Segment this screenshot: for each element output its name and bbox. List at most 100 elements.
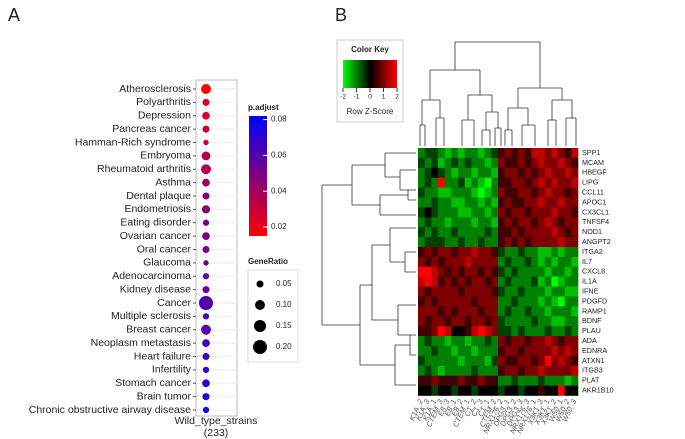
row-label: TNFSF4 — [582, 217, 609, 226]
panel-label: A — [8, 5, 20, 25]
heatmap-cell — [431, 247, 439, 258]
heatmap-cell — [571, 177, 579, 188]
heatmap-cell — [524, 256, 532, 268]
heatmap-cell — [564, 237, 572, 248]
heatmap-cell — [551, 256, 559, 268]
heatmap-cell — [444, 276, 452, 287]
heatmap-cell — [531, 375, 539, 386]
y-tick-label: Embryoma — [140, 150, 191, 162]
heatmap-cell — [511, 296, 519, 307]
heatmap-cell — [484, 227, 492, 238]
heatmap-cell — [564, 375, 572, 386]
heatmap-cell — [478, 375, 485, 386]
heatmap-cell — [444, 326, 452, 337]
y-tick-label: Depression — [138, 110, 191, 122]
heatmap-cell — [504, 316, 512, 327]
heatmap-cell — [418, 375, 425, 386]
heatmap-cell — [471, 237, 479, 248]
heatmap-cell — [444, 346, 452, 357]
heatmap-cell — [431, 385, 439, 396]
heatmap-cell — [558, 375, 565, 386]
heatmap-cell — [424, 157, 432, 169]
heatmap-cell — [571, 355, 579, 367]
heatmap-cell — [511, 157, 519, 169]
heatmap-cell — [471, 167, 479, 178]
heatmap-cell — [478, 217, 485, 228]
heatmap-cell — [451, 365, 459, 376]
dot — [202, 246, 210, 253]
heatmap-cell — [431, 148, 439, 159]
heatmap-cell — [444, 306, 452, 317]
heatmap-cell — [418, 385, 425, 396]
heatmap-cell — [558, 157, 565, 169]
heatmap-cell — [504, 148, 512, 159]
heatmap-cell — [511, 385, 519, 396]
y-tick-label: Polyarthritis — [136, 96, 191, 108]
heatmap-cell — [444, 266, 452, 277]
heatmap-cell — [551, 266, 559, 277]
heatmap-cell — [491, 247, 499, 258]
heatmap-cell — [524, 326, 532, 337]
heatmap-cell — [458, 326, 465, 337]
heatmap-cell — [484, 336, 492, 347]
heatmap-cell — [478, 177, 485, 188]
heatmap-cell — [438, 167, 445, 178]
heatmap-cell — [418, 148, 425, 159]
heatmap-cell — [464, 296, 472, 307]
heatmap-cell — [571, 167, 579, 178]
heatmap-cell — [491, 266, 499, 277]
y-tick-label: Glaucoma — [143, 257, 191, 269]
heatmap-cell — [511, 326, 519, 337]
heatmap-cell — [504, 336, 512, 347]
colorbar-tick-label: 0.02 — [271, 222, 287, 231]
heatmap-cell — [444, 385, 452, 396]
heatmap-cell — [418, 355, 425, 367]
heatmap-cell — [524, 157, 532, 169]
heatmap-cell — [544, 227, 552, 238]
heatmap-cell — [424, 365, 432, 376]
heatmap-cell — [564, 266, 572, 277]
heatmap-cell — [524, 286, 532, 297]
heatmap-cell — [551, 326, 559, 337]
heatmap-cell — [431, 296, 439, 307]
heatmap-cell — [471, 266, 479, 277]
heatmap-cell — [551, 247, 559, 258]
heatmap-cell — [524, 276, 532, 287]
heatmap-cell — [484, 316, 492, 327]
heatmap-cell — [511, 197, 519, 208]
heatmap-cell — [431, 237, 439, 248]
row-label: ATXN1 — [582, 356, 605, 365]
x-tick-label: Wild_type_strains — [175, 415, 258, 427]
y-tick-label: Adenocarcinoma — [112, 270, 191, 282]
heatmap-cell — [464, 385, 472, 396]
heatmap-cell — [424, 256, 432, 268]
heatmap-cell — [564, 276, 572, 287]
dot — [202, 286, 210, 294]
heatmap-cell — [438, 247, 445, 258]
heatmap-cell — [418, 217, 425, 228]
heatmap-cell — [451, 177, 459, 188]
heatmap-cell — [544, 157, 552, 169]
heatmap-cell — [491, 256, 499, 268]
heatmap-cell — [571, 187, 579, 198]
heatmap-cell — [478, 365, 485, 376]
dot — [201, 205, 211, 214]
heatmap-cell — [491, 207, 499, 218]
size-legend-dot — [255, 300, 265, 310]
color-key-tick-label: -2 — [340, 94, 346, 101]
heatmap-cell — [544, 187, 552, 198]
heatmap-cell — [558, 148, 565, 159]
row-label: EDNRA — [582, 346, 607, 355]
row-label: ANGPT2 — [582, 237, 611, 246]
heatmap-cell — [538, 326, 545, 337]
heatmap-cell — [458, 247, 465, 258]
heatmap-cell — [471, 355, 479, 367]
heatmap-cell — [531, 227, 539, 238]
heatmap-cell — [504, 385, 512, 396]
heatmap-cell — [438, 365, 445, 376]
heatmap-cell — [551, 346, 559, 357]
heatmap-cell — [464, 247, 472, 258]
y-tick-label: Atherosclerosis — [119, 83, 191, 95]
heatmap-cell — [444, 316, 452, 327]
heatmap-cell — [511, 316, 519, 327]
